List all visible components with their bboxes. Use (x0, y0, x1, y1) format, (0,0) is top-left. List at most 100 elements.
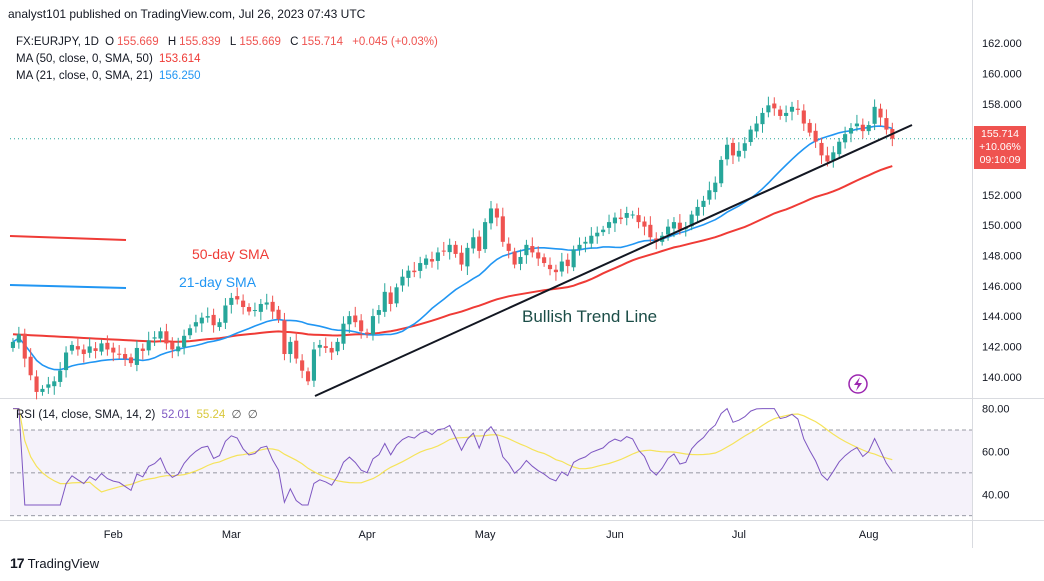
candle-body (270, 301, 275, 312)
candle-body (671, 222, 677, 229)
low-value: 155.669 (239, 36, 281, 48)
candle-body (583, 241, 588, 244)
candle-body (93, 348, 98, 351)
ma50-value: 153.614 (158, 53, 201, 65)
candle-body (866, 125, 871, 132)
candle-body (134, 347, 139, 365)
candle-body (760, 112, 765, 125)
candle-body (10, 341, 16, 348)
x-tick-label: Mar (222, 529, 241, 541)
candle-body (111, 347, 116, 353)
footer-brand[interactable]: 17 TradingView (10, 555, 99, 571)
candle-body (252, 310, 257, 312)
candle-body (69, 344, 75, 351)
candle-body (170, 342, 175, 350)
candle-body (441, 250, 446, 252)
ma21-label: MA (21, close, 0, SMA, 21) (16, 70, 153, 82)
candle-body (64, 352, 69, 371)
candle-body (500, 216, 505, 242)
candle-body (217, 322, 222, 328)
candle-body (878, 108, 883, 118)
close-value: 155.714 (301, 36, 343, 48)
candle-body (884, 118, 889, 130)
high-value: 155.839 (179, 36, 221, 48)
candle-body (772, 103, 777, 109)
candle-body (477, 236, 482, 251)
high-label: H (167, 36, 177, 48)
rsi-band (10, 430, 972, 516)
candle-body (677, 222, 682, 230)
candle-body (648, 224, 653, 238)
candle-body (311, 349, 317, 381)
candle-body (784, 112, 789, 116)
price-chart[interactable]: 50-day SMA 21-day SMA Bullish Trend Line 1… (0, 0, 1044, 550)
candle-body (28, 356, 33, 376)
candle-body (235, 296, 240, 300)
candle-body (778, 109, 783, 116)
y-tick-label: 142.000 (982, 341, 1022, 353)
y-tick-label: 160.000 (982, 68, 1022, 80)
candle-body (435, 252, 440, 261)
candle-body (16, 334, 21, 343)
last-price-tag: 155.714 +10.06% 09:10:09 (974, 126, 1026, 169)
rsi-legend[interactable]: RSI (14, close, SMA, 14, 2) 52.01 55.24 … (16, 407, 261, 421)
candle-body (843, 134, 848, 143)
candle-body (418, 263, 423, 271)
candle-body (276, 309, 281, 320)
candle-body (589, 235, 594, 244)
trend-annotation: Bullish Trend Line (522, 307, 657, 326)
candle-body (819, 142, 824, 156)
candle-body (40, 388, 45, 392)
bar-countdown: 09:10:09 (979, 154, 1021, 166)
candle-body (848, 128, 854, 134)
candle-body (211, 314, 216, 326)
candle-body (854, 123, 859, 127)
candle-body (695, 206, 700, 216)
candle-body (128, 357, 134, 364)
x-tick-label: Jul (732, 529, 746, 541)
candle-body (22, 333, 27, 359)
candle-body (205, 316, 210, 318)
tradingview-logo-icon: 17 (10, 555, 25, 571)
sma21-legend-line (9, 284, 127, 289)
candle-body (370, 316, 376, 335)
candle-body (524, 244, 529, 256)
candle-body (795, 108, 800, 110)
candle-body (559, 261, 564, 272)
candle-body (294, 340, 299, 359)
candle-body (406, 270, 411, 278)
last-change-pct: +10.06% (979, 141, 1021, 153)
y-tick-label: 150.000 (982, 220, 1022, 232)
candle-body (400, 276, 405, 286)
candle-body (471, 237, 476, 249)
candle-body (483, 222, 488, 250)
candle-body (494, 208, 499, 218)
candle-body (34, 376, 39, 392)
open-value: 155.669 (117, 36, 159, 48)
last-price: 155.714 (981, 128, 1019, 140)
candle-body (789, 106, 795, 112)
change-value: +0.045 (+0.03%) (352, 36, 438, 48)
candle-body (831, 152, 836, 161)
candle-body (801, 110, 806, 124)
candle-body (807, 122, 812, 133)
candle-body (388, 292, 393, 304)
candle-body (193, 322, 198, 327)
ma21-legend[interactable]: MA (21, close, 0, SMA, 21) 156.250 (16, 70, 204, 82)
candle-body (518, 256, 523, 264)
candle-body (837, 141, 842, 155)
candle-body (506, 243, 511, 251)
y-tick-label: 148.000 (982, 250, 1022, 262)
y-tick-label: 162.000 (982, 38, 1022, 50)
x-tick-label: Jun (606, 529, 624, 541)
candle-body (719, 159, 724, 184)
rsi-null-1: ∅ (231, 409, 242, 421)
candle-body (547, 264, 553, 270)
symbol-label[interactable]: FX:EURJPY, 1D (16, 36, 99, 48)
ma50-legend[interactable]: MA (50, close, 0, SMA, 50) 153.614 (16, 53, 204, 65)
candle-body (860, 124, 865, 132)
low-label: L (229, 36, 237, 48)
candle-body (412, 270, 417, 273)
rsi-tick-label: 60.00 (982, 446, 1010, 458)
candle-body (553, 269, 558, 273)
